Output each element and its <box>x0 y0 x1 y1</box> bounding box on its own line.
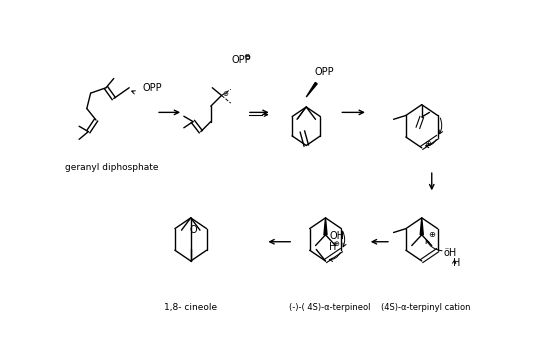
Text: ⊖: ⊖ <box>244 52 250 61</box>
Text: ⊕: ⊕ <box>222 91 228 97</box>
Polygon shape <box>420 218 423 235</box>
Text: ⊕: ⊕ <box>428 230 435 239</box>
Text: ⊕: ⊕ <box>333 241 339 247</box>
Text: öH: öH <box>444 247 456 257</box>
Text: OPP: OPP <box>315 67 334 77</box>
Text: geranyl diphosphate: geranyl diphosphate <box>65 163 158 172</box>
Polygon shape <box>306 83 317 97</box>
Text: OPP: OPP <box>231 55 251 65</box>
Text: ⊕: ⊕ <box>424 139 431 149</box>
Text: (-)-( 4S)-α-terpineol: (-)-( 4S)-α-terpineol <box>288 303 370 312</box>
Text: 1,8- cineole: 1,8- cineole <box>164 303 217 312</box>
Text: OPP: OPP <box>142 83 162 93</box>
Polygon shape <box>324 218 327 235</box>
Text: H: H <box>329 242 337 252</box>
Text: OH: OH <box>329 231 344 241</box>
Text: (4S)-α-terpinyl cation: (4S)-α-terpinyl cation <box>381 303 470 312</box>
Text: O: O <box>189 225 197 235</box>
Text: H: H <box>452 258 460 268</box>
